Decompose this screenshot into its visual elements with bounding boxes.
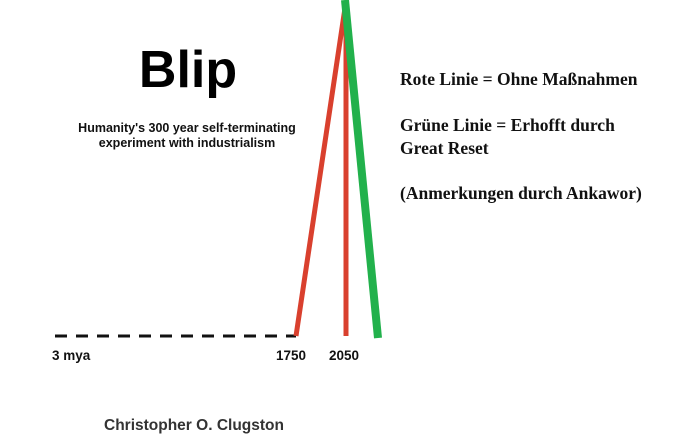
tick-label-3mya: 3 mya: [52, 348, 91, 363]
page-title: Blip: [138, 41, 238, 99]
page-subtitle: Humanity's 300 year self-terminating exp…: [78, 121, 296, 150]
green-declining-line: [341, 0, 382, 339]
author-credit: Christopher O. Clugston: [104, 417, 284, 434]
legend-green-line-1: Grüne Linie = Erhofft durch: [400, 115, 615, 135]
tick-label-2050: 2050: [329, 348, 359, 363]
legend-note: (Anmerkungen durch Ankawor): [400, 183, 642, 203]
red-rising-line: [293, 7, 348, 337]
legend-red-line: Rote Linie = Ohne Maßnahmen: [400, 69, 638, 89]
tick-label-1750: 1750: [276, 348, 306, 363]
legend-green-line-2: Great Reset: [400, 138, 489, 158]
